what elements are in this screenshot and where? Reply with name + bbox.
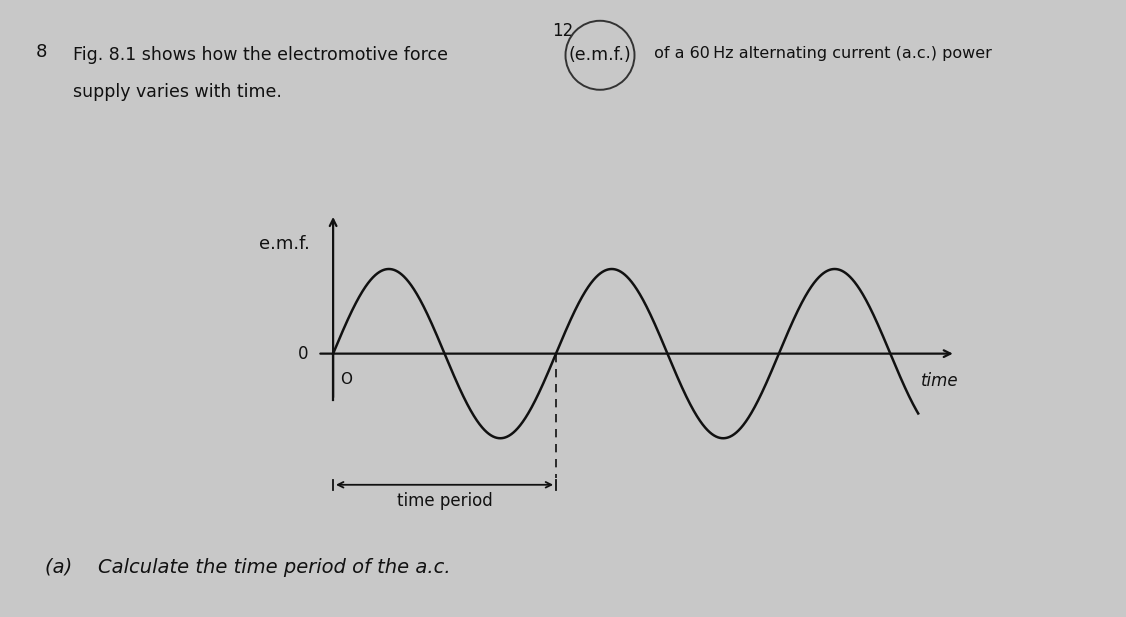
Text: Fig. 8.1: Fig. 8.1 <box>525 484 601 502</box>
Text: Fig. 8.1 shows how the electromotive force: Fig. 8.1 shows how the electromotive for… <box>73 46 454 64</box>
Text: (a)  Calculate the time period of the a.c.: (a) Calculate the time period of the a.c… <box>45 558 450 578</box>
Text: time: time <box>921 372 958 390</box>
Text: of a 60 Hz alternating current (a.c.) power: of a 60 Hz alternating current (a.c.) po… <box>649 46 992 61</box>
Text: time period: time period <box>396 492 492 510</box>
Text: 8: 8 <box>36 43 47 61</box>
Text: 12: 12 <box>553 22 573 39</box>
Text: 0: 0 <box>298 345 309 363</box>
Text: O: O <box>340 372 352 387</box>
Text: supply varies with time.: supply varies with time. <box>73 83 283 101</box>
Text: e.m.f.: e.m.f. <box>259 234 310 252</box>
Text: (e.m.f.): (e.m.f.) <box>569 46 632 64</box>
